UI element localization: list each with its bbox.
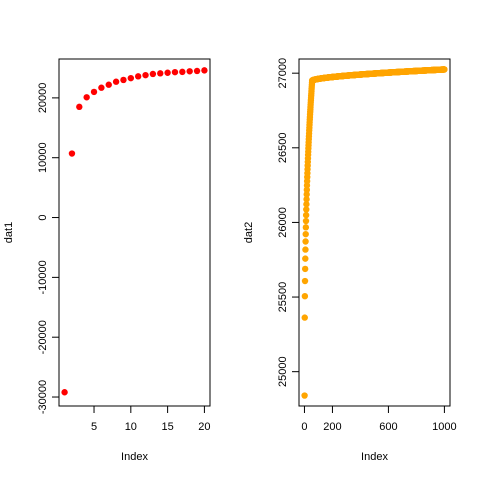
data-point bbox=[83, 94, 90, 101]
plot-frame bbox=[58, 58, 211, 407]
data-point bbox=[302, 217, 310, 225]
x-tick-label: 200 bbox=[323, 421, 341, 433]
data-point bbox=[302, 246, 309, 253]
y-tick-label: -20000 bbox=[37, 320, 49, 354]
data-point bbox=[61, 389, 68, 396]
x-axis-label: Index bbox=[121, 451, 148, 463]
data-point bbox=[193, 67, 201, 75]
data-point bbox=[303, 191, 310, 198]
x-tick-label: 15 bbox=[161, 421, 173, 433]
y-axis-label: dat1 bbox=[3, 222, 15, 243]
data-point bbox=[303, 206, 310, 213]
data-point bbox=[134, 73, 142, 80]
data-point bbox=[302, 238, 309, 245]
data-point bbox=[301, 392, 308, 399]
y-tick-label: 10000 bbox=[37, 142, 49, 173]
y-tick-label: 20000 bbox=[37, 83, 49, 114]
data-point bbox=[302, 224, 310, 231]
data-point bbox=[179, 68, 186, 76]
y-tick-label: -30000 bbox=[37, 380, 49, 414]
y-tick-label: 26500 bbox=[277, 133, 289, 164]
y-tick-label: -10000 bbox=[37, 260, 49, 294]
data-point bbox=[90, 88, 98, 96]
x-tick-label: 600 bbox=[379, 421, 397, 433]
data-point bbox=[201, 67, 208, 74]
data-point bbox=[171, 68, 179, 76]
data-point bbox=[302, 211, 310, 219]
x-tick-label: 1000 bbox=[432, 421, 456, 433]
data-point bbox=[149, 70, 157, 78]
data-point bbox=[303, 196, 310, 203]
x-tick-label: 10 bbox=[125, 421, 137, 433]
x-tick-label: 0 bbox=[301, 421, 307, 433]
data-point bbox=[76, 103, 83, 111]
x-axis-label: Index bbox=[361, 451, 388, 463]
x-tick-label: 5 bbox=[91, 421, 97, 433]
data-point bbox=[302, 255, 309, 262]
data-point bbox=[301, 265, 309, 273]
plot-frame bbox=[298, 58, 451, 407]
data-point bbox=[186, 68, 193, 75]
data-point bbox=[98, 84, 105, 91]
data-point bbox=[157, 70, 164, 77]
data-point bbox=[127, 74, 135, 82]
data-point bbox=[441, 66, 448, 73]
x-tick-label: 20 bbox=[198, 421, 210, 433]
data-point bbox=[105, 81, 112, 88]
data-point bbox=[301, 314, 308, 321]
y-tick-label: 26000 bbox=[277, 207, 289, 238]
panel-dat1: 5 10 15 20 -30000 -20000 -10000 0 10000 20000 Inde… bbox=[3, 58, 211, 463]
data-point bbox=[302, 230, 309, 238]
data-point bbox=[301, 292, 309, 300]
data-point bbox=[303, 201, 310, 208]
y-tick-label: 27000 bbox=[277, 58, 289, 89]
y-axis-label: dat2 bbox=[243, 222, 255, 243]
data-point bbox=[112, 78, 120, 85]
data-point bbox=[68, 150, 76, 157]
data-point bbox=[142, 71, 149, 79]
y-tick-label: 0 bbox=[37, 214, 49, 220]
data-point bbox=[164, 69, 171, 76]
panel-dat2: 0 200 600 1000 25000 25500 26000 26500 27000 Inde… bbox=[243, 58, 457, 463]
data-point bbox=[120, 76, 127, 84]
data-point bbox=[301, 277, 309, 285]
y-tick-label: 25000 bbox=[277, 356, 289, 387]
y-tick-label: 25500 bbox=[277, 282, 289, 313]
